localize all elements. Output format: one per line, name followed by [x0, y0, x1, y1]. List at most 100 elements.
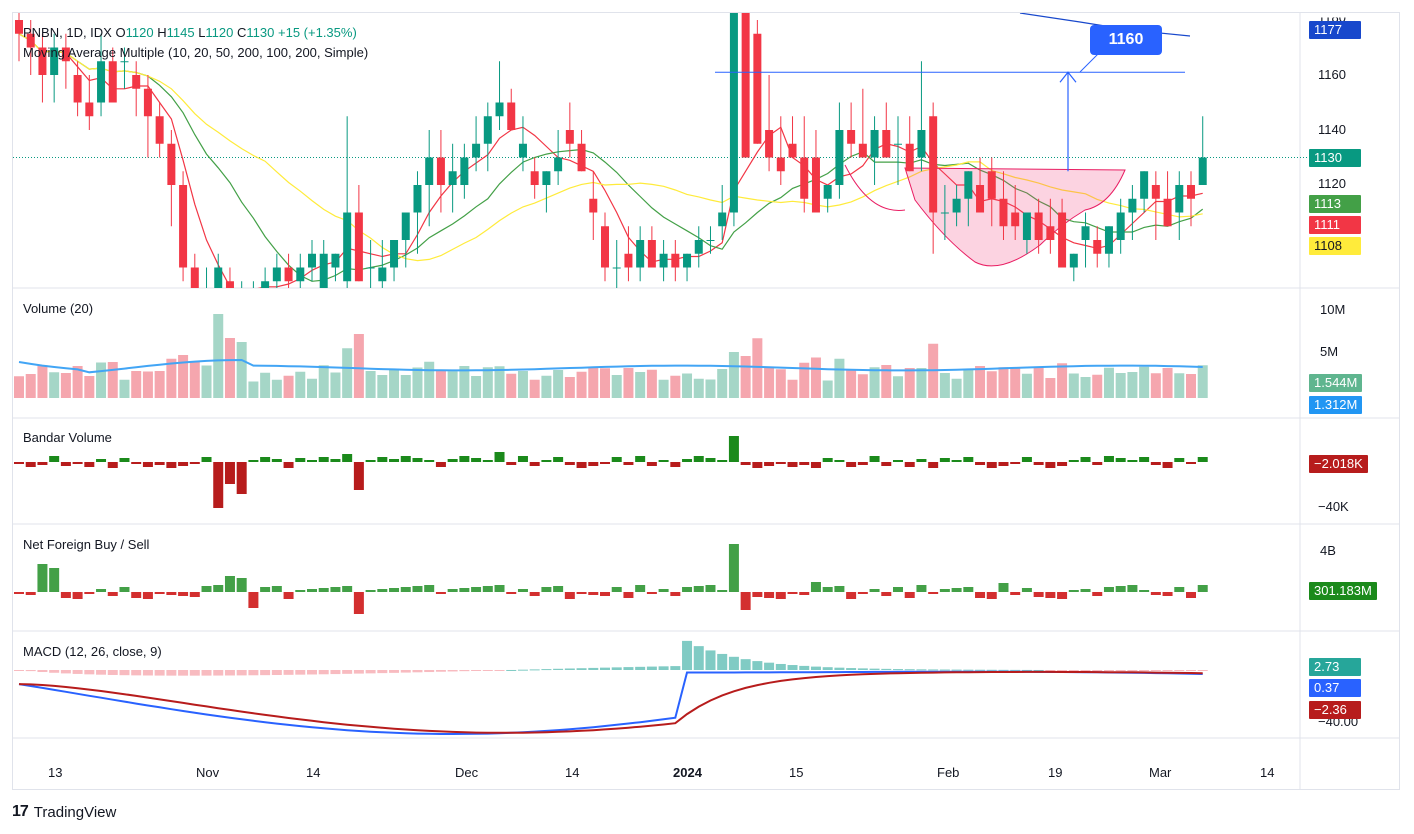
- bandar-bar: [494, 452, 505, 462]
- candle-body: [624, 253, 633, 268]
- price-tag-ma-yellow: 1108: [1309, 237, 1361, 255]
- price-tag-ma-red: 1111: [1309, 216, 1361, 234]
- foreign-bar: [529, 592, 540, 596]
- foreign-bar: [1139, 590, 1150, 592]
- macd-histogram-bar: [963, 669, 974, 671]
- foreign-bar: [728, 544, 739, 592]
- bandar-bar: [1186, 462, 1196, 464]
- volume-bar: [84, 376, 95, 398]
- target-label[interactable]: 1160: [1090, 25, 1162, 55]
- candle-body: [800, 157, 809, 199]
- candle-body: [999, 198, 1008, 227]
- foreign-bar: [377, 589, 388, 592]
- foreign-bar: [517, 589, 528, 592]
- macd-histogram-bar: [1197, 670, 1208, 671]
- bandar-bar: [1115, 458, 1126, 462]
- ma-title: Moving Average Multiple (10, 20, 50, 200…: [23, 45, 369, 60]
- volume-bar: [975, 366, 986, 398]
- foreign-bar: [986, 592, 997, 599]
- volume-bar: [400, 375, 411, 398]
- foreign-bar: [25, 592, 36, 595]
- foreign-bar: [506, 592, 517, 594]
- foreign-bar: [107, 592, 118, 596]
- volume-bar: [330, 372, 341, 398]
- macd-histogram-bar: [623, 667, 634, 670]
- candle-body: [108, 61, 117, 103]
- foreign-bar: [951, 588, 962, 592]
- macd-histogram-bar: [189, 670, 200, 676]
- bandar-bar: [25, 462, 36, 467]
- macd-histogram-bar: [600, 667, 610, 670]
- macd-histogram-bar: [1010, 669, 1021, 671]
- bandar-bar: [1080, 457, 1091, 462]
- bandar-bar: [529, 462, 540, 466]
- volume-bar: [96, 362, 107, 398]
- bandar-bar: [1174, 458, 1185, 462]
- volume-bar: [986, 371, 997, 398]
- candle-body: [460, 157, 469, 185]
- foreign-bar: [166, 592, 177, 595]
- bandar-bar: [600, 462, 610, 464]
- macd-histogram-bar: [846, 668, 857, 670]
- volume-bar: [60, 373, 71, 398]
- macd-histogram-bar: [1103, 670, 1114, 671]
- foreign-bar: [96, 589, 107, 592]
- volume-bar: [705, 379, 716, 398]
- macd-histogram-bar: [482, 670, 493, 671]
- macd-histogram-bar: [834, 667, 845, 670]
- volume-bar: [459, 366, 470, 398]
- foreign-bar: [494, 585, 505, 592]
- candle-body: [284, 267, 293, 282]
- candle-body: [765, 130, 774, 158]
- volume-tick: 10M: [1320, 302, 1346, 317]
- macd-histogram-bar: [1080, 670, 1091, 671]
- foreign-bar: [72, 592, 83, 599]
- foreign-bar: [236, 578, 247, 592]
- foreign-bar: [260, 587, 271, 592]
- candle-body: [179, 185, 188, 268]
- macd-histogram-bar: [506, 669, 517, 671]
- macd-histogram-bar: [1150, 670, 1161, 671]
- macd-histogram-bar: [951, 669, 962, 671]
- foreign-bar: [189, 592, 200, 597]
- candle-body: [776, 157, 785, 172]
- candle-body: [518, 143, 527, 158]
- volume-bar: [869, 367, 880, 398]
- foreign-bar: [1068, 590, 1079, 592]
- volume-bar: [623, 368, 634, 398]
- candle-body: [132, 75, 141, 89]
- bandar-bar: [541, 460, 552, 462]
- bandar-bar: [646, 462, 657, 466]
- candle-body: [835, 130, 844, 185]
- macd-histogram-bar: [869, 668, 880, 670]
- foreign-title: Net Foreign Buy / Sell: [23, 537, 150, 552]
- ma-yellow-line: [18, 33, 1203, 262]
- candle-body: [73, 75, 82, 103]
- bandar-bar: [893, 460, 903, 462]
- volume-bar: [389, 369, 400, 398]
- bandar-bar: [248, 460, 259, 462]
- bandar-bar: [881, 462, 892, 466]
- foreign-bar: [611, 587, 622, 592]
- candle-body: [1187, 185, 1195, 199]
- volume-bar: [1197, 365, 1208, 398]
- foreign-bar: [131, 592, 142, 598]
- candle-body: [847, 130, 856, 144]
- bandar-bar: [365, 460, 376, 462]
- candle-body: [214, 267, 223, 288]
- bandar-bar: [1103, 456, 1114, 462]
- bandar-bar: [635, 456, 646, 462]
- macd-histogram-bar: [389, 670, 400, 673]
- macd-histogram-bar: [435, 670, 446, 672]
- tradingview-logo[interactable]: 17 TradingView: [12, 803, 116, 821]
- volume-bar: [728, 352, 739, 398]
- volume-bar: [611, 375, 622, 398]
- macd-histogram-bar: [939, 669, 950, 671]
- macd-histogram-bar: [307, 670, 317, 675]
- candle-body: [601, 226, 609, 268]
- candle-body: [823, 185, 832, 199]
- bandar-bar: [810, 462, 821, 468]
- volume-bar: [1139, 366, 1150, 398]
- bandar-bar: [623, 462, 634, 465]
